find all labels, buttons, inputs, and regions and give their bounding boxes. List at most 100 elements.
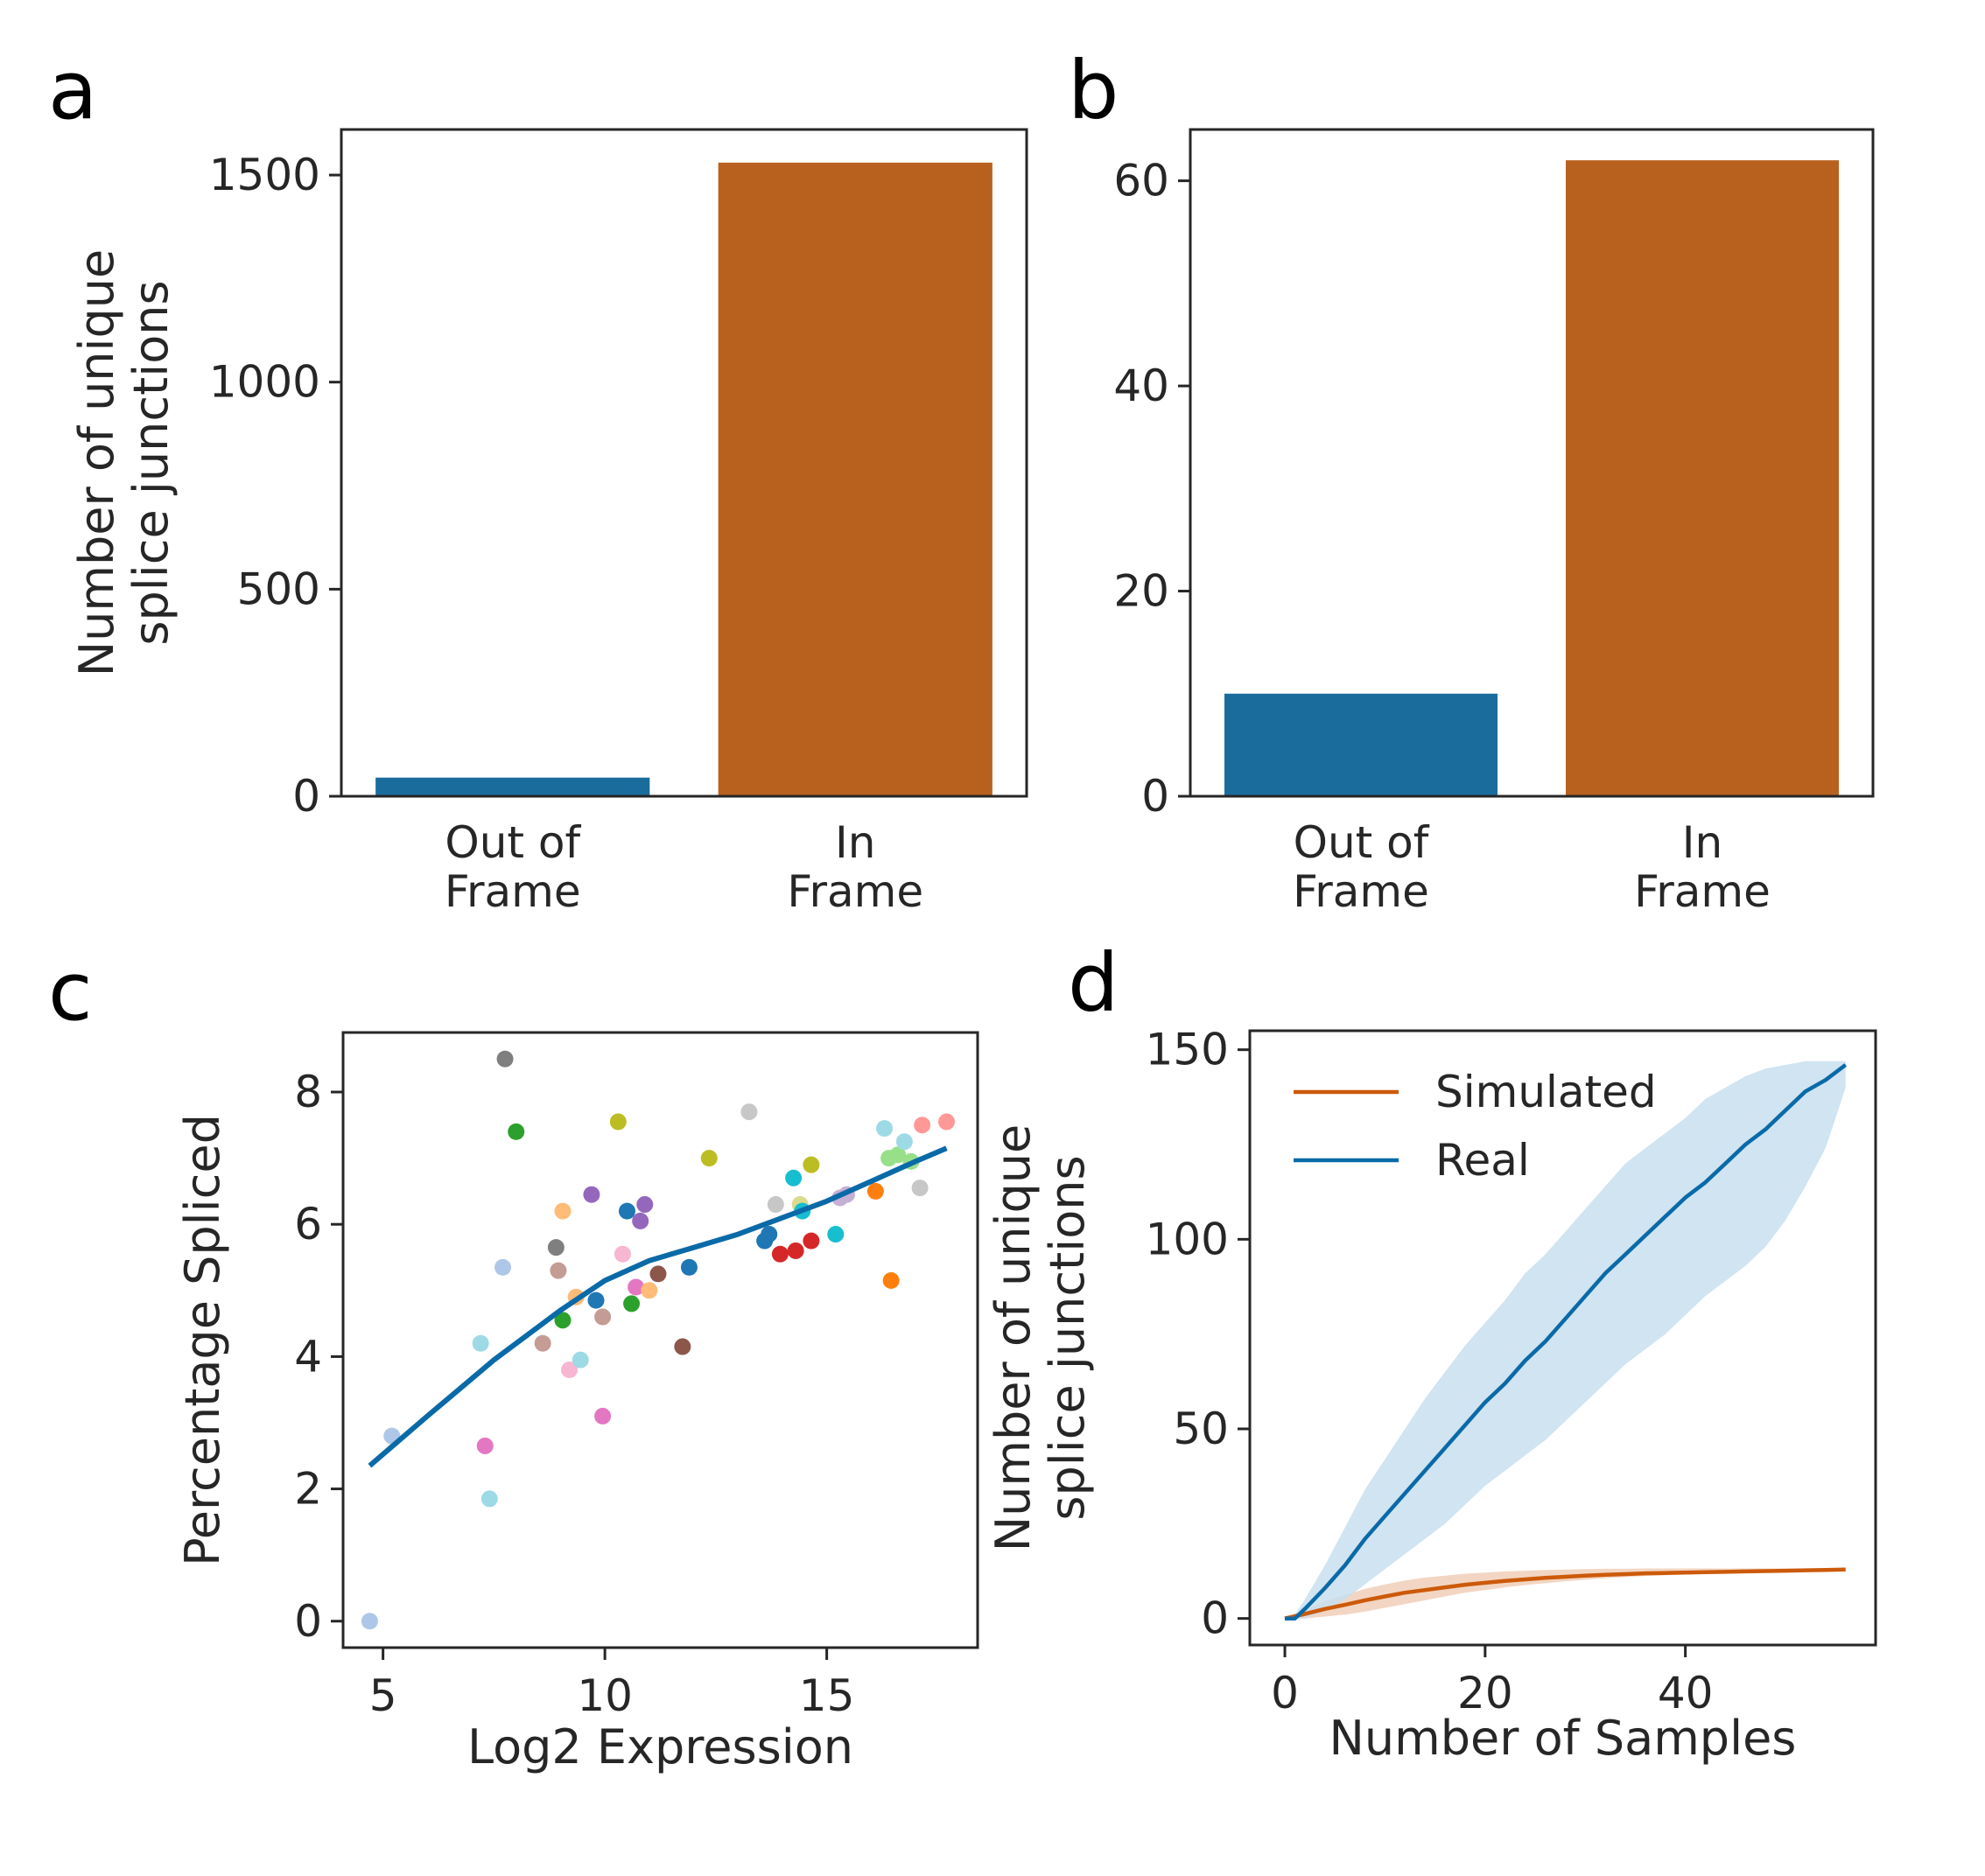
simulated-legend-label: Simulated	[1435, 1067, 1657, 1117]
panel-a-axes-frame	[340, 128, 1028, 798]
scatter-point	[641, 1282, 658, 1299]
scatter-point	[700, 1150, 718, 1167]
panel-c-axes-frame	[341, 1031, 979, 1649]
real-series-line	[1285, 1063, 1848, 1620]
real-confidence-band	[1285, 1060, 1846, 1619]
scatter-point	[550, 1262, 567, 1279]
panel-c-y-tick-label: 0	[294, 1596, 322, 1647]
panel-a-x-category-label: Frame	[445, 866, 581, 917]
panel-letter-c: c	[48, 945, 93, 1039]
panel-c-y-tick-label: 2	[294, 1464, 322, 1515]
scatter-point	[583, 1186, 600, 1203]
panel-b-x-category-label: In	[1682, 817, 1722, 868]
panel-d-x-tick-label: 40	[1658, 1668, 1714, 1718]
scatter-point	[361, 1613, 378, 1630]
scatter-point	[472, 1334, 489, 1352]
panel-b-y-tick-label: 60	[1113, 156, 1169, 206]
scatter-point	[785, 1169, 803, 1186]
scatter-point	[561, 1362, 579, 1379]
panel-letter-a: a	[48, 44, 97, 137]
panel-d-x-axis-label: Number of Samples	[1329, 1711, 1797, 1766]
scatter-point	[609, 1113, 627, 1130]
panel-d-y-axis-label: Number of unique	[985, 1124, 1041, 1551]
panel-d-y-axis-label: splice junctions	[1040, 1155, 1095, 1520]
panel-c-y-tick-label: 4	[294, 1331, 322, 1382]
scatter-point	[674, 1338, 691, 1355]
scatter-point	[803, 1156, 820, 1173]
panel-c-y-tick-label: 8	[294, 1067, 322, 1117]
scatter-point	[636, 1196, 654, 1214]
scatter-point	[771, 1245, 789, 1263]
scatter-point	[740, 1103, 758, 1121]
scatter-point	[494, 1258, 512, 1276]
panel-b-x-category-label: Frame	[1634, 866, 1771, 917]
scatter-point	[547, 1239, 565, 1256]
scatter-point	[594, 1407, 612, 1424]
panel-b-y-tick-label: 40	[1113, 360, 1169, 411]
panel-c-x-axis-label: Log2 Expression	[467, 1719, 853, 1774]
scatter-point	[911, 1180, 929, 1197]
panel-d-y-tick-label: 50	[1173, 1404, 1229, 1454]
scatter-point	[889, 1146, 907, 1164]
scatter-point	[496, 1050, 514, 1068]
panel-b-x-category-label: Out of	[1294, 817, 1430, 868]
scatter-point	[680, 1258, 698, 1276]
panel-a-x-category-label: Out of	[445, 817, 581, 868]
scatter-point	[895, 1133, 913, 1151]
scatter-point	[866, 1182, 884, 1200]
panel-b-y-tick-label: 0	[1141, 771, 1169, 822]
scatter-point	[554, 1312, 572, 1329]
panel-b-axes-frame	[1189, 128, 1875, 798]
panel-a-y-tick-label: 0	[292, 771, 320, 822]
scatter-point	[876, 1120, 894, 1138]
panel-a-x-category-label: In	[835, 817, 875, 868]
scatter-point	[614, 1245, 631, 1263]
panel-a-bar	[718, 162, 992, 797]
scatter-point	[623, 1295, 641, 1312]
panel-d-y-tick-label: 0	[1201, 1593, 1229, 1644]
scatter-point	[787, 1242, 804, 1259]
panel-d-y-tick-label: 150	[1146, 1025, 1229, 1075]
simulated-series-line	[1284, 1567, 1846, 1620]
panel-letter-b: b	[1068, 44, 1119, 137]
panel-a-y-tick-label: 500	[237, 564, 320, 614]
panel-a-y-axis-label: Number of unique	[69, 249, 124, 676]
scatter-point	[554, 1202, 572, 1220]
scatter-point	[594, 1308, 612, 1326]
panel-d-x-tick-label: 20	[1457, 1668, 1513, 1718]
scatter-point	[628, 1278, 645, 1296]
scatter-point	[938, 1113, 956, 1130]
panel-b-bar	[1566, 160, 1839, 796]
panel-a-y-tick-label: 1500	[209, 150, 320, 200]
panel-c-x-tick-label: 5	[369, 1670, 397, 1721]
panel-b-y-tick-label: 20	[1113, 566, 1169, 617]
scatter-point	[632, 1212, 649, 1229]
panel-a-x-category-label: Frame	[787, 866, 923, 917]
scatter-point	[767, 1196, 784, 1214]
scatter-point	[803, 1232, 820, 1250]
scatter-point	[761, 1226, 778, 1243]
scatter-point	[827, 1226, 845, 1243]
scatter-point	[649, 1265, 667, 1283]
scatter-point	[480, 1490, 498, 1508]
scatter-point	[508, 1123, 525, 1140]
panel-c-x-tick-label: 15	[799, 1670, 855, 1721]
scatter-point	[882, 1271, 900, 1289]
scatter-point	[618, 1202, 635, 1220]
scatter-point	[572, 1351, 589, 1368]
panel-c-y-tick-label: 6	[294, 1199, 322, 1250]
panel-letter-d: d	[1068, 936, 1119, 1030]
panel-a-y-tick-label: 1000	[209, 357, 320, 408]
panel-c-x-tick-label: 10	[577, 1670, 633, 1721]
trend-line	[368, 1145, 948, 1468]
scatter-point	[534, 1334, 551, 1352]
panel-b-x-category-label: Frame	[1293, 866, 1429, 917]
panel-d-legend: Simulated Real	[1294, 1067, 1657, 1186]
panel-b-bar	[1224, 693, 1498, 796]
panel-d-y-tick-label: 100	[1146, 1214, 1229, 1264]
